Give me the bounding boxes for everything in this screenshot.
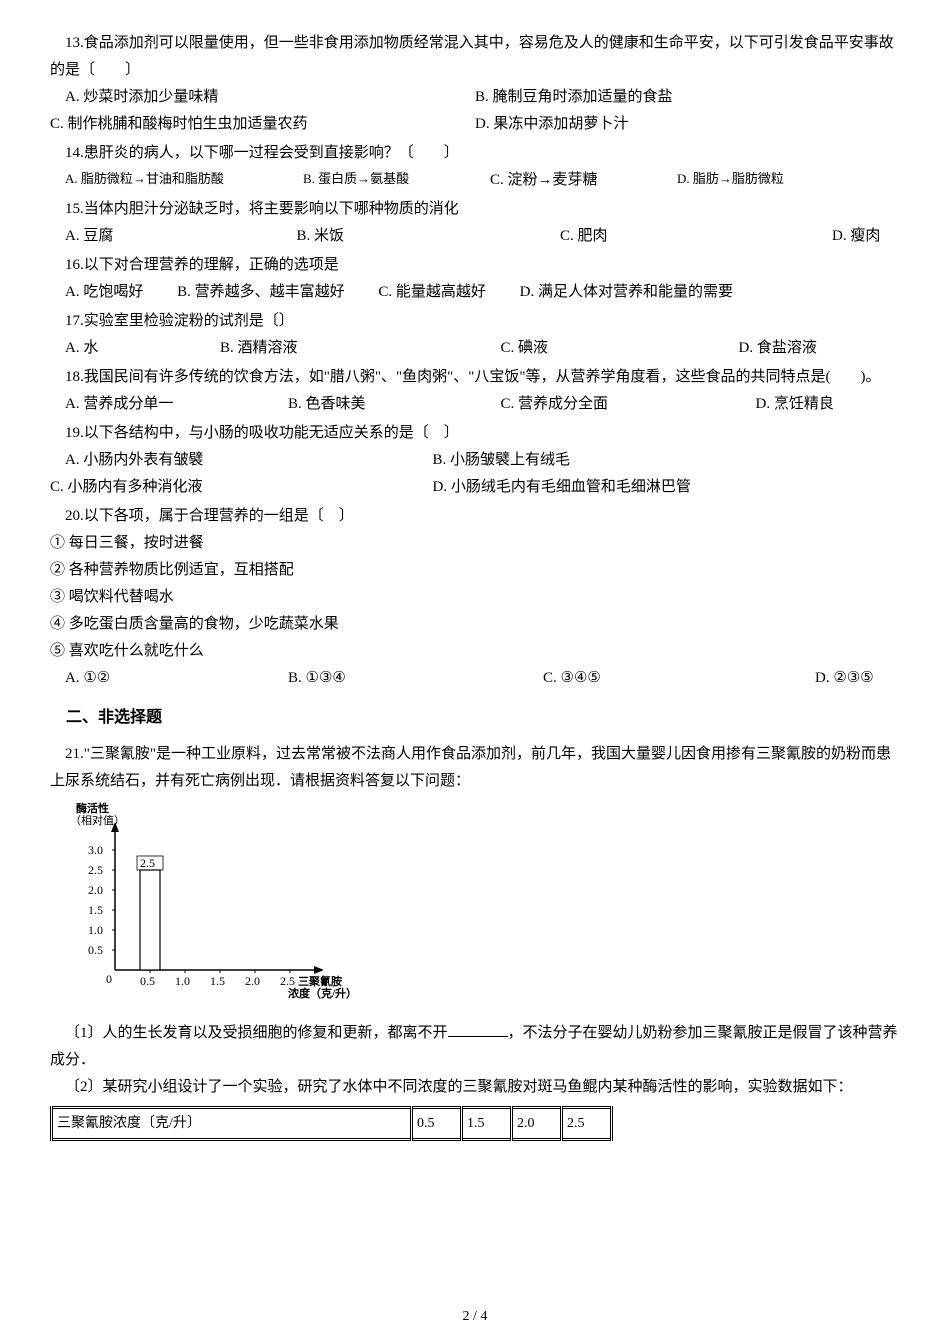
svg-text:2.0: 2.0 [88, 883, 103, 897]
table-cell-4: 2.5 [562, 1107, 612, 1139]
q20-options: A. ①② B. ①③④ C. ③④⑤ D. ②③⑤ [50, 665, 900, 692]
q15-opt-c: C. 肥肉 [560, 223, 832, 250]
q13-opt-c: C. 制作桃脯和酸梅时怕生虫加适量农药 [50, 111, 475, 138]
q16-options: A. 吃饱喝好 B. 营养越多、越丰富越好 C. 能量越高越好 D. 满足人体对… [50, 279, 900, 306]
svg-text:1.0: 1.0 [88, 923, 103, 937]
q20-opt-b: B. ①③④ [288, 665, 543, 692]
chart-bar-label: 2.5 [140, 856, 155, 870]
q19-options: A. 小肠内外表有皱襞 B. 小肠皱襞上有绒毛 C. 小肠内有多种消化液 D. … [50, 447, 900, 501]
q16-opt-b: B. 营养越多、越丰富越好 [177, 284, 345, 300]
q17-opt-c: C. 碘液 [501, 335, 739, 362]
chart-ylabel-top: 酶活性 [76, 801, 109, 815]
q15-opt-d: D. 瘦肉 [832, 223, 900, 250]
question-13: 13.食品添加剂可以限量使用，但一些非食用添加物质经常混入其中，容易危及人的健康… [50, 30, 900, 138]
q21-text: 21."三聚氰胺"是一种工业原料，过去常常被不法商人用作食品添加剂，前几年，我国… [50, 741, 900, 795]
chart-ylabel-bottom: （相对值） [70, 813, 125, 827]
enzyme-activity-chart: 酶活性 （相对值） 0.5 1.0 [70, 800, 900, 1010]
page-number: 2 / 4 [0, 1304, 950, 1329]
svg-text:1.5: 1.5 [210, 974, 225, 988]
data-table: 三聚氰胺浓度〔克/升〕 0.5 1.5 2.0 2.5 [50, 1106, 900, 1141]
svg-text:1.5: 1.5 [88, 903, 103, 917]
q20-opt-d: D. ②③⑤ [815, 665, 900, 692]
q17-opt-b: B. 酒精溶液 [220, 335, 501, 362]
q20-item-1: ① 每日三餐，按时进餐 [50, 530, 900, 557]
q15-options: A. 豆腐 B. 米饭 C. 肥肉 D. 瘦肉 [50, 223, 900, 250]
svg-text:0: 0 [106, 972, 112, 986]
q13-text: 13.食品添加剂可以限量使用，但一些非食用添加物质经常混入其中，容易危及人的健康… [50, 30, 900, 84]
q16-text: 16.以下对合理营养的理解，正确的选项是 [50, 252, 900, 279]
question-19: 19.以下各结构中，与小肠的吸收功能无适应关系的是〔 〕 A. 小肠内外表有皱襞… [50, 420, 900, 501]
question-21: 21."三聚氰胺"是一种工业原料，过去常常被不法商人用作食品添加剂，前几年，我国… [50, 741, 900, 1141]
q16-opt-d: D. 满足人体对营养和能量的需要 [520, 284, 733, 300]
q15-text: 15.当体内胆汁分泌缺乏时，将主要影响以下哪种物质的消化 [50, 196, 900, 223]
q13-opt-d: D. 果冻中添加胡萝卜汁 [475, 111, 900, 138]
q17-text: 17.实验室里检验淀粉的试剂是〔〕 [50, 308, 900, 335]
q18-opt-d: D. 烹饪精良 [756, 391, 901, 418]
q19-text: 19.以下各结构中，与小肠的吸收功能无适应关系的是〔 〕 [50, 420, 900, 447]
q20-item-2: ② 各种营养物质比例适宜，互相搭配 [50, 557, 900, 584]
q18-options: A. 营养成分单一 B. 色香味美 C. 营养成分全面 D. 烹饪精良 [50, 391, 900, 418]
q20-text: 20.以下各项，属于合理营养的一组是〔 〕 [50, 503, 900, 530]
q17-opt-d: D. 食盐溶液 [739, 335, 901, 362]
question-18: 18.我国民间有许多传统的饮食方法，如"腊八粥"、"鱼肉粥"、"八宝饭"等，从营… [50, 364, 900, 418]
question-16: 16.以下对合理营养的理解，正确的选项是 A. 吃饱喝好 B. 营养越多、越丰富… [50, 252, 900, 306]
blank-fill [448, 1021, 508, 1037]
q21-sub1-pre: 〔1〕人的生长发育以及受损细胞的修复和更新，都离不开 [65, 1025, 448, 1041]
q18-opt-c: C. 营养成分全面 [501, 391, 756, 418]
q18-opt-a: A. 营养成分单一 [50, 391, 288, 418]
question-14: 14.患肝炎的病人，以下哪一过程会受到直接影响？〔 〕 A. 脂肪微粒→甘油和脂… [50, 140, 900, 194]
q16-opt-c: C. 能量越高越好 [378, 284, 486, 300]
section-2-title: 二、非选择题 [50, 704, 900, 733]
q21-sub1: 〔1〕人的生长发育以及受损细胞的修复和更新，都离不开，不法分子在婴幼儿奶粉参加三… [50, 1020, 900, 1074]
svg-text:2.5: 2.5 [280, 974, 295, 988]
q14-text: 14.患肝炎的病人，以下哪一过程会受到直接影响？〔 〕 [50, 140, 900, 167]
chart-bar [140, 870, 160, 970]
chart-xlabel-line2: 浓度（克/升） [288, 986, 357, 1000]
q14-opt-b: B. 蛋白质→氨基酸 [288, 167, 475, 194]
q13-options: A. 炒菜时添加少量味精 B. 腌制豆角时添加适量的食盐 C. 制作桃脯和酸梅时… [50, 84, 900, 138]
q17-opt-a: A. 水 [50, 335, 220, 362]
table-cell-1: 0.5 [412, 1107, 462, 1139]
q14-opt-c: C. 淀粉→麦芽糖 [475, 167, 662, 194]
q18-opt-b: B. 色香味美 [288, 391, 501, 418]
q20-item-3: ③ 喝饮料代替喝水 [50, 584, 900, 611]
svg-text:3.0: 3.0 [88, 843, 103, 857]
question-17: 17.实验室里检验淀粉的试剂是〔〕 A. 水 B. 酒精溶液 C. 碘液 D. … [50, 308, 900, 362]
q15-opt-b: B. 米饭 [297, 223, 561, 250]
q19-opt-c: C. 小肠内有多种消化液 [50, 474, 433, 501]
q17-options: A. 水 B. 酒精溶液 C. 碘液 D. 食盐溶液 [50, 335, 900, 362]
q19-opt-d: D. 小肠绒毛内有毛细血管和毛细淋巴管 [433, 474, 901, 501]
q15-opt-a: A. 豆腐 [50, 223, 297, 250]
q20-opt-a: A. ①② [50, 665, 288, 692]
q21-sub2: 〔2〕某研究小组设计了一个实验，研究了水体中不同浓度的三聚氰胺对斑马鱼鲲内某种酶… [50, 1074, 900, 1101]
svg-text:2.0: 2.0 [245, 974, 260, 988]
svg-text:2.5: 2.5 [88, 863, 103, 877]
q16-opt-a: A. 吃饱喝好 [65, 284, 143, 300]
svg-text:0.5: 0.5 [140, 974, 155, 988]
q13-opt-b: B. 腌制豆角时添加适量的食盐 [475, 84, 900, 111]
svg-text:0.5: 0.5 [88, 943, 103, 957]
table-cell-3: 2.0 [512, 1107, 562, 1139]
q20-item-5: ⑤ 喜欢吃什么就吃什么 [50, 638, 900, 665]
question-20: 20.以下各项，属于合理营养的一组是〔 〕 ① 每日三餐，按时进餐 ② 各种营养… [50, 503, 900, 692]
q13-opt-a: A. 炒菜时添加少量味精 [50, 84, 475, 111]
q14-options: A. 脂肪微粒→甘油和脂肪酸 B. 蛋白质→氨基酸 C. 淀粉→麦芽糖 D. 脂… [50, 167, 900, 194]
table-cell-2: 1.5 [462, 1107, 512, 1139]
q19-opt-b: B. 小肠皱襞上有绒毛 [433, 447, 901, 474]
q19-opt-a: A. 小肠内外表有皱襞 [50, 447, 433, 474]
chart-xlabel-line1: 三聚氰胺 [298, 974, 342, 988]
q20-opt-c: C. ③④⑤ [543, 665, 815, 692]
question-15: 15.当体内胆汁分泌缺乏时，将主要影响以下哪种物质的消化 A. 豆腐 B. 米饭… [50, 196, 900, 250]
q14-opt-a: A. 脂肪微粒→甘油和脂肪酸 [50, 167, 288, 194]
q14-opt-d: D. 脂肪→脂肪微粒 [662, 167, 900, 194]
q20-item-4: ④ 多吃蛋白质含量高的食物，少吃蔬菜水果 [50, 611, 900, 638]
q18-text: 18.我国民间有许多传统的饮食方法，如"腊八粥"、"鱼肉粥"、"八宝饭"等，从营… [50, 364, 900, 391]
svg-text:1.0: 1.0 [175, 974, 190, 988]
table-header: 三聚氰胺浓度〔克/升〕 [52, 1107, 412, 1139]
